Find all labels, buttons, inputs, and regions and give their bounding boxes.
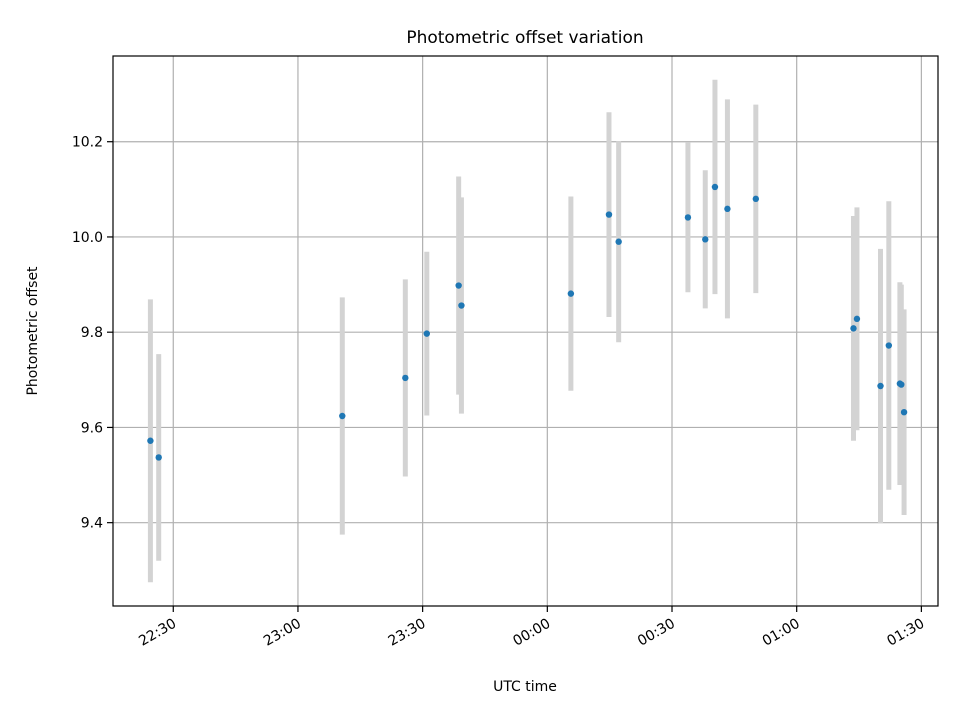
- grid-lines: [113, 56, 938, 606]
- data-point: [711, 183, 719, 191]
- x-axis-label: UTC time: [493, 679, 557, 695]
- data-point: [702, 236, 709, 243]
- y-tick-label: 9.4: [81, 516, 103, 532]
- data-point: [155, 454, 162, 461]
- data-point: [423, 330, 430, 337]
- data-point: [724, 205, 731, 213]
- data-markers: [147, 183, 908, 461]
- plot-frame: [112, 55, 939, 607]
- data-point: [853, 315, 861, 323]
- y-tick-label: 10.0: [72, 230, 103, 246]
- data-point: [455, 282, 462, 289]
- data-point: [402, 374, 409, 382]
- data-point: [752, 195, 760, 203]
- data-point: [339, 412, 346, 420]
- y-axis-label: Photometric offset: [25, 266, 41, 396]
- data-point: [900, 408, 908, 416]
- data-point: [147, 437, 154, 444]
- y-tick-label: 9.8: [81, 325, 103, 341]
- data-point: [885, 342, 893, 349]
- chart-title: Photometric offset variation: [406, 28, 643, 48]
- plot-area-background: [113, 56, 938, 606]
- y-axis-ticks: 9.4 9.6 9.8 10.0 10.2: [72, 135, 113, 532]
- data-point: [877, 382, 884, 390]
- y-tick-label: 9.6: [81, 420, 103, 436]
- data-point: [615, 238, 622, 245]
- data-point: [605, 211, 613, 218]
- data-point: [684, 214, 692, 221]
- data-point: [898, 381, 905, 388]
- y-tick-label: 10.2: [72, 135, 103, 151]
- data-point: [458, 302, 465, 309]
- data-point: [850, 325, 857, 332]
- data-point: [567, 290, 575, 297]
